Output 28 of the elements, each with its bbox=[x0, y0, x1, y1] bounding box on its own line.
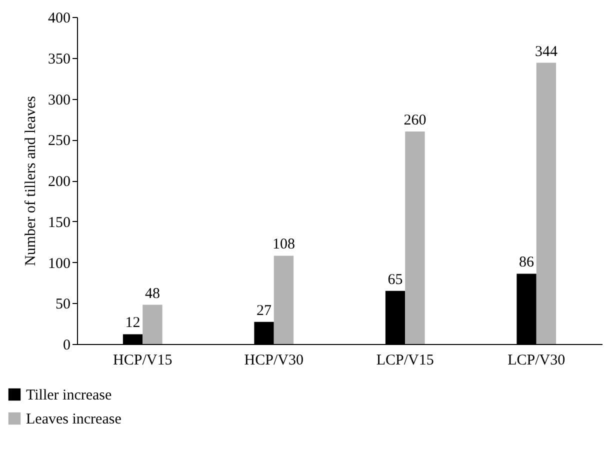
x-tick-label: HCP/V30 bbox=[244, 352, 304, 368]
y-tick-label: 100 bbox=[48, 256, 70, 272]
data-label: 65 bbox=[388, 272, 403, 288]
bar bbox=[405, 131, 425, 344]
data-label: 86 bbox=[519, 254, 535, 271]
y-tick-label: 0 bbox=[63, 338, 70, 354]
x-tick-label: LCP/V15 bbox=[376, 352, 434, 368]
y-tick-label: 150 bbox=[48, 214, 70, 231]
y-tick-label: 400 bbox=[48, 10, 70, 26]
data-label: 108 bbox=[272, 236, 295, 253]
y-tick-label: 250 bbox=[48, 133, 70, 150]
data-label: 260 bbox=[404, 112, 426, 128]
data-label: 12 bbox=[125, 315, 140, 332]
y-axis-title: Number of tillers and leaves bbox=[23, 96, 39, 266]
bar bbox=[142, 304, 162, 344]
y-tick-label: 50 bbox=[56, 296, 70, 313]
data-label: 27 bbox=[256, 302, 272, 319]
data-label: 48 bbox=[144, 286, 160, 302]
data-label: 344 bbox=[534, 44, 558, 60]
y-tick-label: 200 bbox=[48, 174, 70, 190]
legend-label: Tiller increase bbox=[26, 388, 112, 404]
bar bbox=[536, 62, 556, 344]
x-tick-label: LCP/V30 bbox=[508, 352, 566, 368]
y-tick-label: 350 bbox=[48, 51, 70, 68]
bar bbox=[274, 256, 294, 344]
x-tick-label: HCP/V15 bbox=[113, 352, 172, 368]
y-tick-label: 300 bbox=[48, 92, 70, 108]
legend-label: Leaves increase bbox=[26, 412, 122, 428]
